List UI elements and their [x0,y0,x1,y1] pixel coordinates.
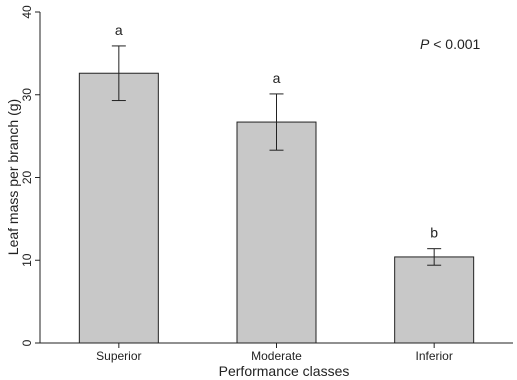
p-rest: < 0.001 [429,36,480,52]
y-tick-label: 10 [20,253,34,267]
y-tick-label: 20 [20,171,34,185]
y-tick-label: 40 [20,5,34,19]
x-tick-label: Superior [96,349,141,363]
x-tick-label: Inferior [415,349,452,363]
p-value-annotation: P < 0.001 [420,36,481,52]
y-tick-label: 30 [20,88,34,102]
bar [394,256,475,344]
p-italic: P [420,36,430,52]
plot-area: 0 10 20 30 40 Superior Moderate Inferior a a b [20,5,513,363]
y-tick-label: 0 [20,339,34,346]
x-axis: Superior Moderate Inferior [40,342,513,363]
significance-letter: a [273,70,281,86]
x-axis-title: Performance classes [219,363,350,379]
significance-letter: b [430,225,438,241]
bars [78,72,475,344]
error-bar [269,93,284,151]
error-bar [427,248,442,266]
bar [236,121,317,344]
error-bar [111,45,126,102]
error-bars [111,45,442,266]
x-tick-label: Moderate [251,349,302,363]
y-axis-title: Leaf mass per branch (g) [5,99,21,255]
significance-letter: a [115,22,123,38]
bar [78,72,159,344]
y-axis: 0 10 20 30 40 [20,5,41,346]
significance-letters: a a b [115,22,438,241]
